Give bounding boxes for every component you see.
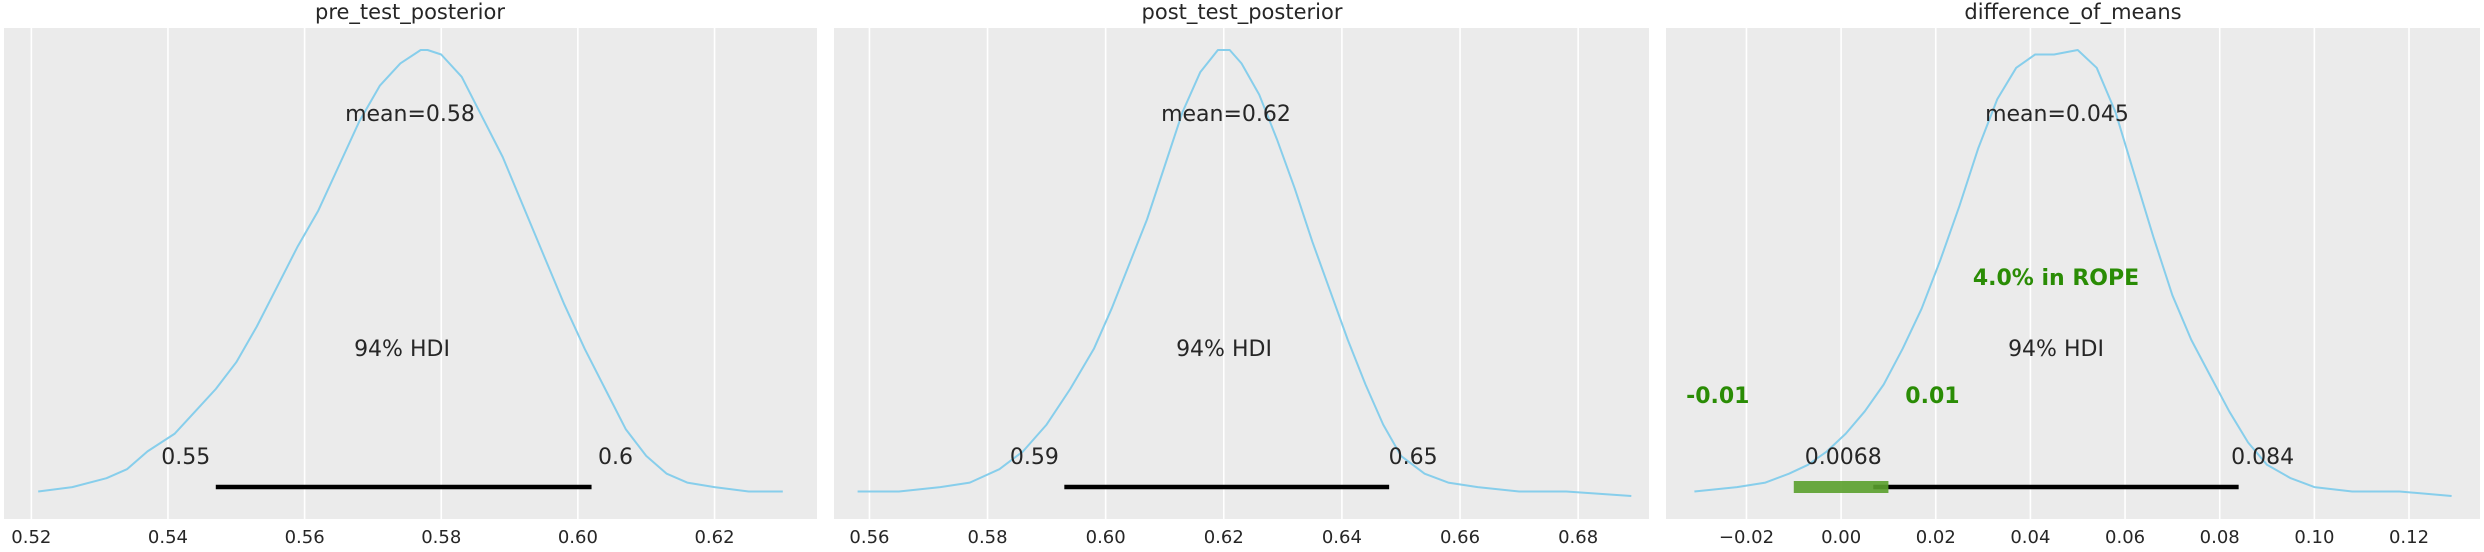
x-tick-label: 0.62 xyxy=(1204,527,1244,548)
x-tick-label: 0.06 xyxy=(2105,527,2145,548)
mean-label: mean=0.58 xyxy=(345,102,475,127)
x-tick-label: 0.64 xyxy=(1322,527,1362,548)
panel-difference-of-means: difference_of_means mean=0.045 4.0% in R… xyxy=(1666,0,2480,548)
density-curve xyxy=(857,49,1632,497)
x-tick-label: 0.56 xyxy=(849,527,889,548)
x-tick-label: 0.00 xyxy=(1821,527,1861,548)
x-tick-label: 0.66 xyxy=(1440,527,1480,548)
hdi-label: 94% HDI xyxy=(1176,337,1272,362)
panel-post-test-posterior: post_test_posterior mean=0.62 94% HDI 0.… xyxy=(834,0,1649,548)
grid-lines xyxy=(30,28,716,519)
x-tick-label: 0.62 xyxy=(694,527,734,548)
hdi-low-label: 0.55 xyxy=(161,445,210,470)
x-tick-label: 0.60 xyxy=(558,527,598,548)
panel-pre-test-posterior: pre_test_posterior mean=0.58 94% HDI 0.5… xyxy=(4,0,817,548)
mean-label: mean=0.62 xyxy=(1161,102,1291,127)
panel-title: pre_test_posterior xyxy=(315,0,505,25)
grid-lines xyxy=(1745,28,2410,519)
x-tick-label: 0.68 xyxy=(1558,527,1598,548)
rope-high-label: 0.01 xyxy=(1905,384,1959,409)
x-tick-label: 0.08 xyxy=(2200,527,2240,548)
x-tick-label: 0.52 xyxy=(11,527,51,548)
x-tick-label: 0.58 xyxy=(968,527,1008,548)
hdi-low-label: 0.0068 xyxy=(1805,445,1882,470)
x-tick-label: 0.10 xyxy=(2294,527,2334,548)
x-tick-label: 0.58 xyxy=(421,527,461,548)
mean-label: mean=0.045 xyxy=(1985,102,2129,127)
plot-background xyxy=(4,28,817,519)
x-axis-ticks: 0.56 0.58 0.60 0.62 0.64 0.66 0.68 xyxy=(849,527,1598,548)
density-curve xyxy=(38,49,783,493)
x-tick-label: 0.02 xyxy=(1916,527,1956,548)
panel-title: post_test_posterior xyxy=(1142,0,1343,25)
plot-background xyxy=(834,28,1649,519)
rope-percentage-label: 4.0% in ROPE xyxy=(1973,266,2139,291)
rope-low-label: -0.01 xyxy=(1686,384,1749,409)
x-tick-label: 0.60 xyxy=(1086,527,1126,548)
x-axis-ticks: 0.52 0.54 0.56 0.58 0.60 0.62 xyxy=(11,527,734,548)
density-curve xyxy=(1694,49,2452,497)
hdi-high-label: 0.65 xyxy=(1389,445,1438,470)
grid-lines xyxy=(868,28,1579,519)
hdi-label: 94% HDI xyxy=(2008,337,2104,362)
hdi-label: 94% HDI xyxy=(354,337,450,362)
plot-background xyxy=(1666,28,2480,519)
hdi-high-label: 0.6 xyxy=(598,445,633,470)
x-tick-label: 0.04 xyxy=(2010,527,2050,548)
x-tick-label: −0.02 xyxy=(1719,527,1774,548)
rope-bar xyxy=(1793,481,1889,493)
x-tick-label: 0.54 xyxy=(148,527,188,548)
hdi-high-label: 0.084 xyxy=(2231,445,2294,470)
hdi-low-label: 0.59 xyxy=(1010,445,1059,470)
panel-title: difference_of_means xyxy=(1964,0,2181,25)
x-axis-ticks: −0.02 0.00 0.02 0.04 0.06 0.08 0.10 0.12 xyxy=(1719,527,2429,548)
x-tick-label: 0.12 xyxy=(2389,527,2429,548)
x-tick-label: 0.56 xyxy=(285,527,325,548)
